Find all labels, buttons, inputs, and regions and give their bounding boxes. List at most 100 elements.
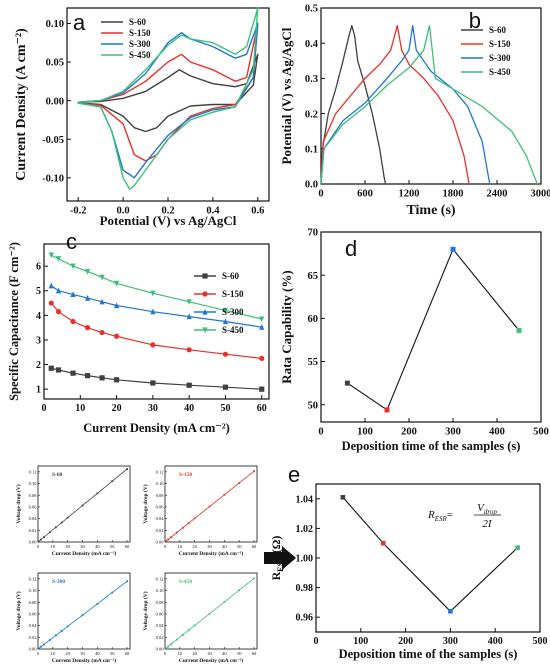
x-tick-label: 60 [252,651,257,656]
x-tick-label: 0 [164,544,167,549]
x-axis-label: Current Density (mA cm⁻²) [52,657,117,664]
data-point [84,268,91,275]
plot-frame [320,7,542,185]
data-point [167,645,169,648]
y-tick-label: 0.02 [156,635,164,640]
plot-frame [164,465,258,543]
y-tick-label: 4 [36,311,41,322]
y-tick-label: 1.04 [296,494,314,505]
series-line [50,285,262,328]
data-point [193,517,196,520]
data-point [111,591,114,594]
x-axis-label: Deposition time of the samples (s) [342,439,521,453]
x-tick-label: 10 [51,544,56,549]
legend-label: S-60 [222,271,240,281]
y-axis-label: Voltage drop (V) [142,591,149,630]
data-point [48,531,51,534]
data-point [99,298,105,305]
mini-panel-s-60: 0 10 20 30 40 50 60 0.00 0.02 0.04 0.06 0.08 0.10 0.1… [15,465,131,557]
data-point [43,536,45,539]
x-axis-label: Potential (V) vs Ag/AgCl [100,213,237,228]
data-point [55,287,62,294]
series-line [320,24,491,185]
y-tick-label: 0.10 [29,588,38,593]
x-tick-label: 3000 [531,189,550,200]
x-tick-label: 10 [75,403,85,414]
panel-e: 0 100 200 300 400 500 0.96 0.98 1.00 1.02 1.04 e Dep… [269,462,548,661]
x-tick-label: 0.4 [206,206,220,217]
x-tick-label: 20 [192,544,197,549]
panel-a: -0.2 0.0 0.2 0.4 0.6 -0.10 -0.05 0.00 0.05 0.10 S-… [14,7,270,228]
data-point [43,643,45,646]
x-tick-label: 500 [533,427,549,438]
legend-label: S-60 [129,17,147,27]
plot-frame [43,243,270,400]
data-point [208,505,211,508]
series-line [347,248,520,411]
x-axis-label: Current Density (mA cm⁻²) [52,550,117,557]
data-point [259,386,265,392]
data-point [167,538,169,541]
x-axis-label: Current Density (mA cm⁻²) [179,657,244,664]
data-point [384,407,390,413]
data-point [66,516,69,519]
x-axis-label: Time (s) [406,203,455,218]
y-tick-label: 0.10 [46,19,64,30]
plot-frame [164,572,258,650]
data-point [113,333,120,339]
x-tick-label: 100 [357,427,373,438]
y-tick-label: 0.4 [305,39,319,50]
data-point [208,612,211,615]
data-point [48,282,54,289]
data-point [126,468,128,470]
data-point [84,325,91,331]
y-axis-label: Current Density (A cm⁻²) [14,28,29,181]
x-tick-label: 10 [178,651,183,656]
y-tick-label: 0.02 [29,528,37,533]
y-tick-label: 0.10 [156,481,165,486]
y-tick-label: 6 [36,262,41,273]
x-tick-label: 2400 [487,189,508,200]
y-tick-label: 0.04 [156,516,165,521]
data-point [54,526,57,529]
data-point [181,633,184,636]
y-tick-label: 50 [308,400,319,411]
data-point [181,526,184,529]
x-tick-label: 40 [95,651,100,656]
x-tick-label: 200 [398,636,413,647]
x-tick-label: 20 [65,544,70,549]
panel-b: 0 600 1200 1800 2400 3000 0.0 0.1 0.2 0.3 0.4 0.5 S-… [279,4,550,218]
x-tick-label: 0 [318,189,323,200]
data-point [81,504,84,507]
mini-panel-s-300: 0 10 20 30 40 50 60 0.00 0.02 0.04 0.06 0.08 0.10 0.1… [15,572,131,664]
x-tick-label: 40 [95,544,100,549]
data-point [175,638,178,641]
y-tick-label: 0.1 [305,144,318,155]
y-tick-label: 0.04 [29,516,38,521]
series-line [51,254,262,320]
y-tick-label: 0.12 [29,576,37,581]
data-point [516,327,522,333]
data-point [126,580,128,583]
x-tick-label: 40 [222,544,227,549]
y-tick-label: 0.04 [156,623,165,628]
y-axis-label: Specific Capacitance (F cm⁻²) [7,242,21,401]
data-point [99,329,105,336]
x-tick-label: 500 [533,636,548,647]
x-tick-label: 60 [125,651,130,656]
data-point [113,280,120,287]
x-tick-label: 0 [37,651,40,656]
x-tick-label: 300 [443,636,458,647]
y-tick-label: 0.06 [29,505,38,510]
data-point [96,492,99,495]
y-tick-label: 0.12 [156,576,164,581]
y-tick-label: 0.08 [156,493,165,498]
mini-panel-title: S-150 [179,472,192,478]
data-point [70,370,76,376]
data-point [186,382,192,388]
panel-letter: e [288,462,300,487]
formula-denominator: 2I [482,518,493,530]
x-tick-label: 600 [357,189,373,200]
x-tick-label: 30 [148,403,158,414]
y-tick-label: 1 [36,385,41,396]
